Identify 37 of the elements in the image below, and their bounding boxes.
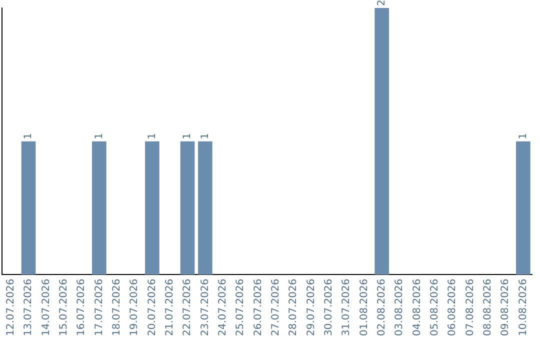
x-tick-label: 10.08.2026 [518,278,529,336]
x-tick-label: 05.08.2026 [429,278,440,336]
data-label: 1 [94,132,105,140]
x-tick-label: 21.07.2026 [164,278,176,336]
x-tick-label: 18.07.2026 [111,278,122,336]
x-tick-label: 28.07.2026 [288,278,300,336]
x-tick-label: 24.07.2026 [217,278,228,336]
x-tick-label: 15.07.2026 [58,278,70,336]
x-tick-label: 01.08.2026 [358,278,370,336]
x-tick-label: 04.08.2026 [412,278,423,336]
x-tick-label: 13.07.2026 [23,278,34,336]
data-label: 2 [376,0,388,6]
data-label: 1 [200,132,211,140]
data-label: 1 [182,132,194,140]
x-tick-label: 31.07.2026 [341,278,352,336]
x-tick-label: 23.07.2026 [200,278,211,336]
data-label: 1 [518,132,529,140]
x-tick-label: 12.07.2026 [5,278,16,336]
x-tick-label: 08.08.2026 [482,278,494,336]
x-tick-label: 29.07.2026 [306,278,317,336]
data-label: 1 [146,132,158,140]
x-tick-label: 02.08.2026 [376,278,388,336]
x-tick-label: 26.07.2026 [252,278,264,336]
x-tick-label: 06.08.2026 [447,278,458,336]
x-tick-label: 14.07.2026 [40,278,52,336]
x-tick-label: 27.07.2026 [270,278,282,336]
x-tick-label: 16.07.2026 [76,278,88,336]
x-tick-label: 17.07.2026 [94,278,105,336]
x-tick-label: 03.08.2026 [394,278,406,336]
data-label: 1 [23,132,34,140]
x-tick-label: 19.07.2026 [129,278,140,336]
x-tick-label: 25.07.2026 [235,278,246,336]
x-tick-label: 30.07.2026 [323,278,334,336]
x-tick-label: 22.07.2026 [182,278,194,336]
x-tick-label: 09.08.2026 [500,278,512,336]
x-tick-label: 07.08.2026 [464,278,476,336]
x-tick-label: 20.07.2026 [146,278,158,336]
